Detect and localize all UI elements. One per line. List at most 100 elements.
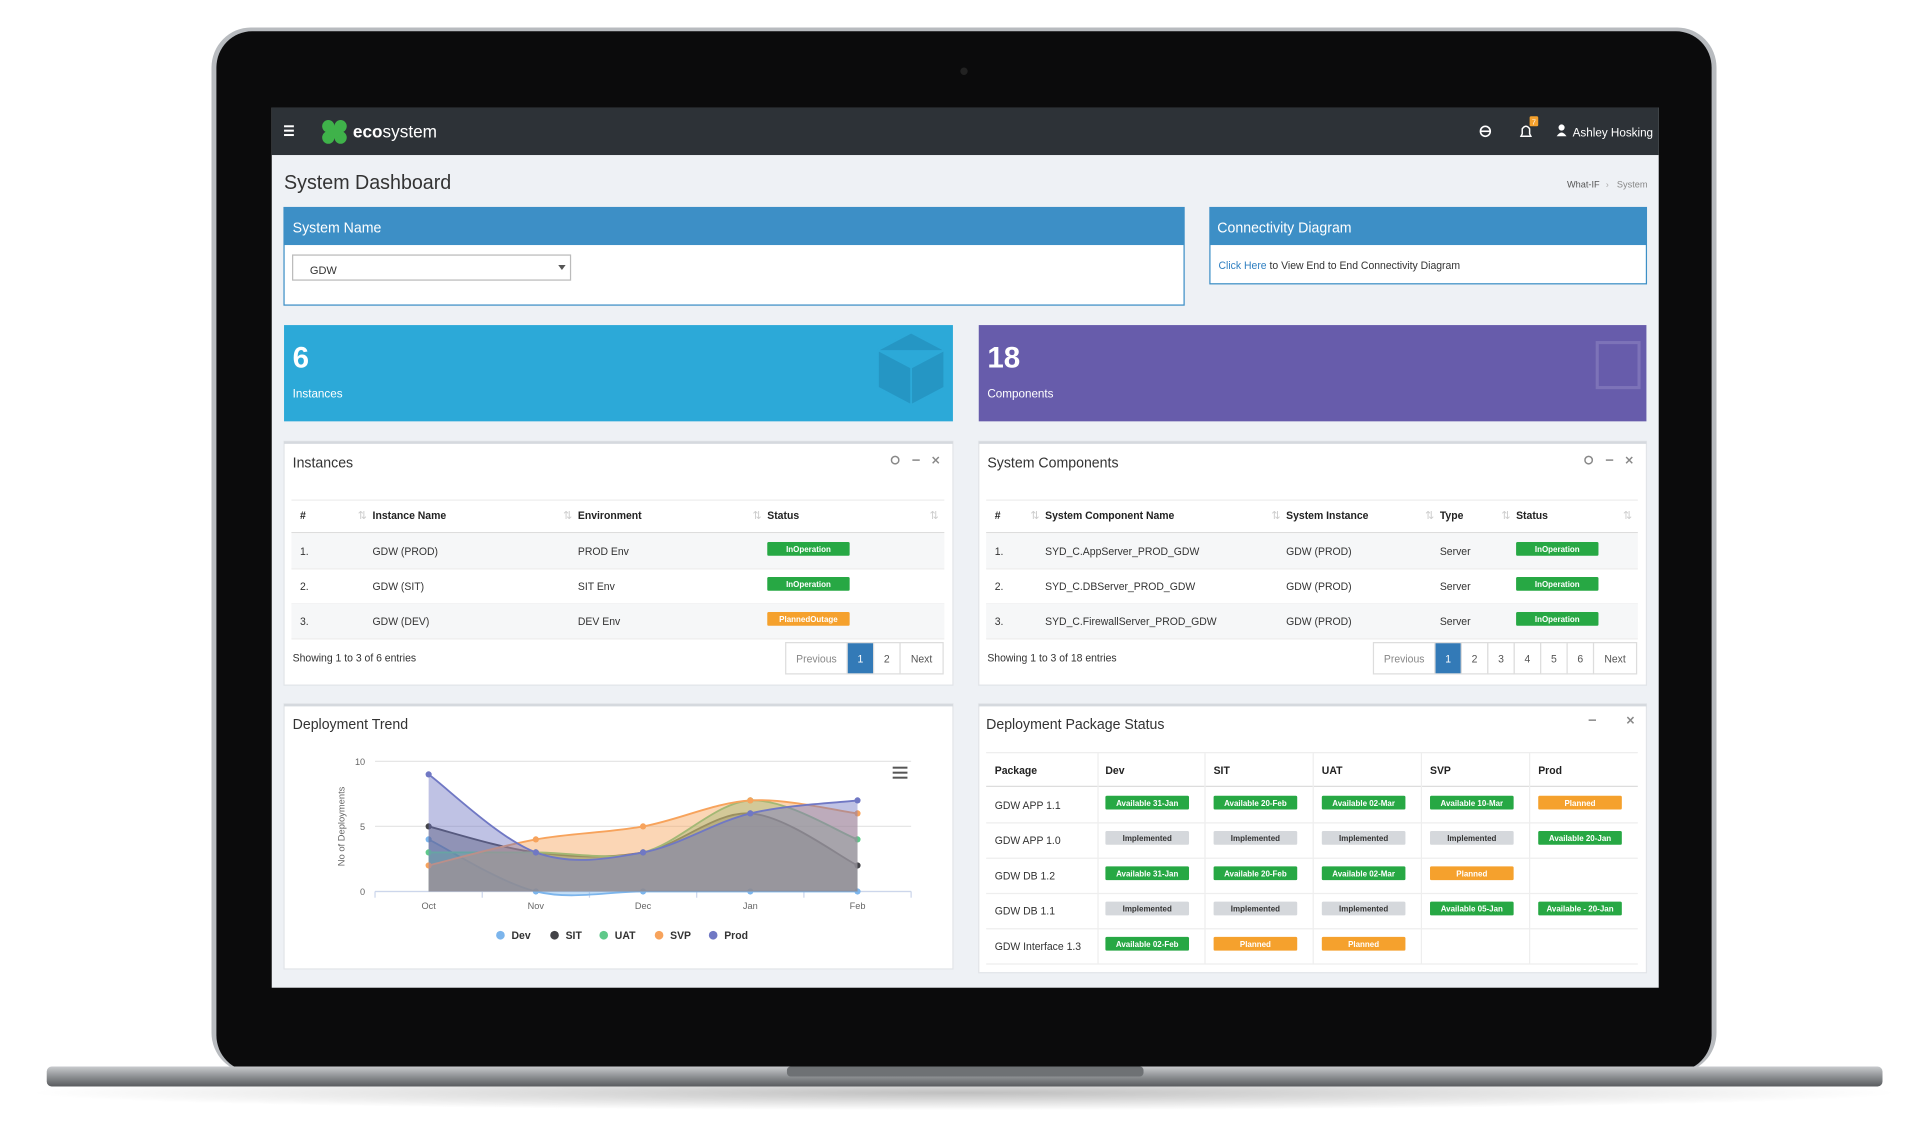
connectivity-link[interactable]: Click Here [1219,260,1267,272]
pagination-label: 2 [1472,654,1478,666]
legend-symbol[interactable] [654,930,664,940]
data-point[interactable] [747,797,754,804]
series-area [428,774,858,892]
data-point[interactable] [747,810,754,817]
status-badge [1321,795,1406,810]
column-header: # [995,510,1001,522]
data-point[interactable] [747,888,754,895]
cube-icon [877,331,946,407]
data-point[interactable] [425,862,432,869]
sort-icon[interactable]: ⇅ [1623,510,1632,522]
legend-symbol[interactable] [708,930,718,940]
close-icon[interactable] [1626,716,1635,724]
pagination-label: 1 [1445,654,1451,666]
status-badge-text: Implemented [1231,905,1280,914]
status-badge-text: Available - 20-Jan [1546,905,1613,914]
status-badge [1105,936,1190,951]
status-badge [767,541,850,556]
series-area [428,800,858,892]
data-point[interactable] [640,849,647,856]
sort-icon[interactable]: ⇅ [358,510,367,522]
sort-icon[interactable]: ⇅ [930,510,939,522]
sort-icon[interactable]: ⇅ [1271,510,1280,522]
data-point[interactable] [854,810,861,817]
sort-icon[interactable]: ⇅ [1501,510,1510,522]
sort-icon[interactable]: ⇅ [753,510,762,522]
data-point[interactable] [640,888,647,895]
data-point[interactable] [425,823,432,830]
series-area [428,800,858,892]
table-cell: 2. [300,581,309,593]
status-badge [1213,831,1298,845]
menu-icon[interactable] [284,125,294,137]
system-select[interactable] [292,254,572,281]
pagination-button[interactable] [1460,642,1489,675]
bell-icon[interactable] [1519,125,1533,138]
data-point[interactable] [854,862,861,869]
status-badge-text: Planned [1240,940,1271,949]
package-name: GDW APP 1.0 [995,835,1061,847]
data-point[interactable] [640,823,647,830]
close-icon[interactable] [1625,456,1633,464]
refresh-shape [1584,455,1594,465]
pagination-button[interactable] [899,642,944,675]
y-tick-label: 0 [360,887,365,897]
column-header: Environment [578,510,642,522]
data-point[interactable] [425,771,432,778]
refresh-icon[interactable] [890,455,900,465]
stat-value: 6 [293,341,309,374]
close-shape [1625,456,1633,464]
legend-symbol[interactable] [599,930,609,940]
status-badge-text: Available 31-Jan [1116,799,1178,808]
data-point[interactable] [425,849,432,856]
status-badge-text: Available 05-Jan [1441,905,1503,914]
legend-symbol[interactable] [496,930,505,940]
column-header: UAT [1322,765,1343,777]
data-point[interactable] [425,836,432,843]
status-badge [1430,901,1514,916]
brand: ecosystem [353,121,437,141]
table-info: Showing 1 to 3 of 6 entries [293,652,416,664]
status-badge [1105,831,1190,845]
pagination-label: 1 [858,654,864,666]
table-cell: 1. [300,546,309,558]
panel [283,703,954,970]
sort-icon[interactable]: ⇅ [563,510,572,522]
data-point[interactable] [854,888,861,895]
navbar [271,107,1659,156]
breadcrumb-separator: › [1606,179,1609,189]
close-shape [1626,716,1635,724]
panel-title: System Components [987,456,1118,472]
status-badge-text: Available 20-Feb [1224,799,1287,808]
status-badge-text: Available 02-Mar [1332,799,1396,808]
legend-symbol[interactable] [550,930,559,940]
panel-top-border [284,441,953,444]
data-point[interactable] [532,849,539,856]
table-cell: 2. [995,581,1004,593]
pagination-button[interactable] [1434,642,1462,675]
pagination-button[interactable] [1487,642,1515,675]
pagination-button[interactable] [873,642,901,675]
table-cell: SYD_C.FirewallServer_PROD_GDW [1045,616,1217,628]
status-badge-text: Planned [1456,869,1487,878]
pagination-button[interactable] [1372,642,1436,675]
globe-icon[interactable] [1479,125,1492,138]
refresh-icon[interactable] [1584,455,1594,465]
refresh-shape [890,455,900,465]
data-point[interactable] [532,836,539,843]
close-icon[interactable] [932,456,940,464]
status-badge [1105,901,1190,916]
status-badge-text: Implemented [1447,834,1496,843]
column-header: System Component Name [1045,510,1174,522]
status-badge [1213,901,1298,916]
status-badge [1430,866,1514,881]
data-point[interactable] [854,797,861,804]
pagination-button[interactable] [785,642,848,675]
sort-icon[interactable]: ⇅ [1030,510,1039,522]
sort-icon[interactable]: ⇅ [1425,510,1434,522]
status-badge [1516,577,1599,591]
data-point[interactable] [532,888,539,895]
package-name: GDW DB 1.2 [995,870,1055,882]
pagination-button[interactable] [1592,642,1638,675]
data-point[interactable] [854,836,861,843]
